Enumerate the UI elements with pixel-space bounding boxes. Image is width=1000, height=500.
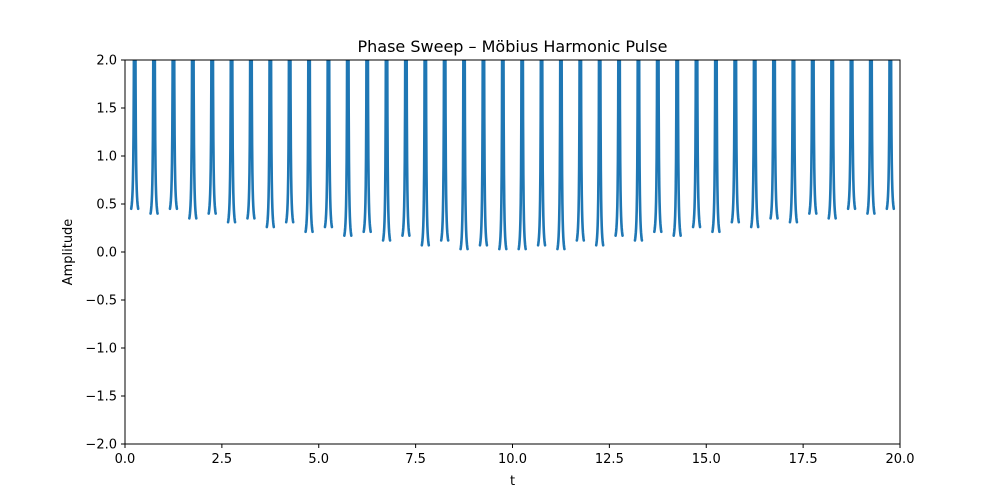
- pulse-trace: [246, 60, 256, 220]
- pulse-trace: [788, 60, 799, 224]
- pulse-trace: [149, 60, 159, 215]
- pulse-trace: [362, 60, 372, 234]
- pulse-trace: [188, 60, 198, 220]
- pulse-trace: [846, 60, 857, 211]
- chart-title: Phase Sweep – Möbius Harmonic Pulse: [358, 37, 668, 56]
- pulse-trace: [711, 60, 721, 234]
- pulse-trace: [226, 60, 237, 224]
- y-tick-label: −1.0: [85, 342, 117, 357]
- x-tick-label: 15.0: [692, 452, 721, 467]
- pulse-trace: [866, 60, 876, 215]
- y-tick-label: 0.5: [96, 198, 117, 213]
- pulse-trace: [730, 60, 741, 224]
- pulse-trace: [575, 60, 586, 242]
- pulse-trace: [207, 60, 217, 215]
- pulse-trace: [459, 60, 469, 251]
- pulse-trace: [517, 60, 527, 251]
- x-tick-label: 12.5: [595, 452, 624, 467]
- y-tick-label: −2.0: [85, 438, 117, 453]
- pulse-trace: [304, 60, 314, 234]
- x-tick-label: 10.0: [498, 452, 527, 467]
- pulse-trace: [769, 60, 779, 220]
- x-tick-label: 7.5: [405, 452, 426, 467]
- x-tick-label: 2.5: [212, 452, 233, 467]
- y-tick-label: −0.5: [85, 294, 117, 309]
- pulse-trace: [323, 60, 334, 229]
- y-tick-label: 0.0: [96, 246, 117, 261]
- x-tick-label: 0.0: [115, 452, 136, 467]
- pulse-trace: [129, 60, 140, 211]
- y-axis-label: Amplitude: [61, 219, 76, 286]
- pulse-trace: [827, 60, 837, 220]
- y-tick-label: 1.5: [96, 102, 117, 117]
- pulse-trace: [498, 60, 508, 251]
- x-axis: 0.0 2.5 5.0 7.5 10.0 12.5 15.0 17.5 20.0: [115, 444, 915, 467]
- x-tick-label: 5.0: [308, 452, 329, 467]
- pulse-trace: [439, 60, 450, 242]
- pulse-trace: [284, 60, 295, 224]
- series-layer: [129, 60, 896, 251]
- pulse-trace: [614, 60, 624, 237]
- pulse-trace: [343, 60, 353, 237]
- series-line: [129, 60, 896, 251]
- pulse-trace: [749, 60, 760, 229]
- pulse-trace: [381, 60, 392, 242]
- y-axis: −2.0 −1.5 −1.0 −0.5 0.0 0.5 1.0 1.5 2.0: [85, 54, 125, 453]
- x-tick-label: 20.0: [886, 452, 915, 467]
- x-axis-label: t: [510, 474, 515, 489]
- y-tick-label: −1.5: [85, 390, 117, 405]
- pulse-trace: [653, 60, 663, 234]
- pulse-trace: [536, 60, 547, 247]
- pulse-trace: [168, 60, 179, 211]
- pulse-trace: [808, 60, 818, 215]
- pulse-trace: [633, 60, 644, 242]
- pulse-trace: [265, 60, 276, 229]
- pulse-trace: [672, 60, 682, 237]
- y-tick-label: 2.0: [96, 54, 117, 69]
- pulse-trace: [420, 60, 431, 247]
- pulse-trace: [556, 60, 566, 251]
- pulse-trace: [594, 60, 605, 247]
- pulse-trace: [885, 60, 896, 211]
- pulse-trace: [691, 60, 702, 229]
- pulse-trace: [478, 60, 489, 247]
- y-tick-label: 1.0: [96, 150, 117, 165]
- pulse-trace: [401, 60, 411, 237]
- x-tick-label: 17.5: [789, 452, 818, 467]
